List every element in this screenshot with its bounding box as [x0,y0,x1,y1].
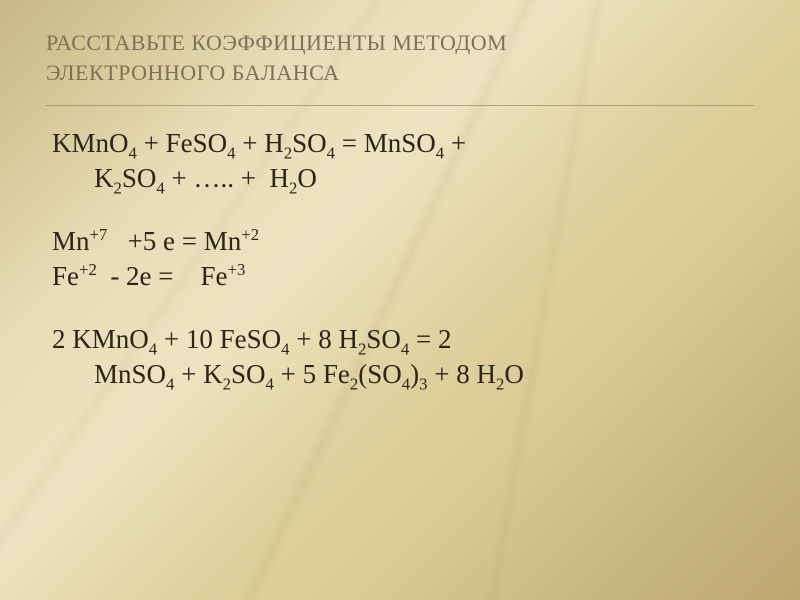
slide-title: РАССТАВЬТЕ КОЭФФИЦИЕНТЫ МЕТОДОМ ЭЛЕКТРОН… [46,28,754,87]
unbalanced-eq-line-2: K2SO4 + ….. + H2O [52,163,754,194]
unbalanced-eq-line-1: KMnO4 + FeSO4 + H2SO4 = MnSO4 + [52,128,754,159]
slide: РАССТАВЬТЕ КОЭФФИЦИЕНТЫ МЕТОДОМ ЭЛЕКТРОН… [0,0,800,600]
slide-content: KMnO4 + FeSO4 + H2SO4 = MnSO4 + K2SO4 + … [46,128,754,390]
balanced-eq-line-1: 2 KMnO4 + 10 FeSO4 + 8 H2SO4 = 2 [52,324,754,355]
spacer [52,296,754,324]
spacer [52,198,754,226]
balanced-eq-line-2: MnSO4 + K2SO4 + 5 Fe2(SO4)3 + 8 H2O [52,359,754,390]
half-reaction-mn: Mn+7 +5 e = Mn+2 [52,226,754,257]
title-divider [46,105,754,106]
title-line-1: РАССТАВЬТЕ КОЭФФИЦИЕНТЫ МЕТОДОМ [46,28,754,58]
half-reaction-fe: Fe+2 - 2e = Fe+3 [52,261,754,292]
title-line-2: ЭЛЕКТРОННОГО БАЛАНСА [46,58,754,88]
